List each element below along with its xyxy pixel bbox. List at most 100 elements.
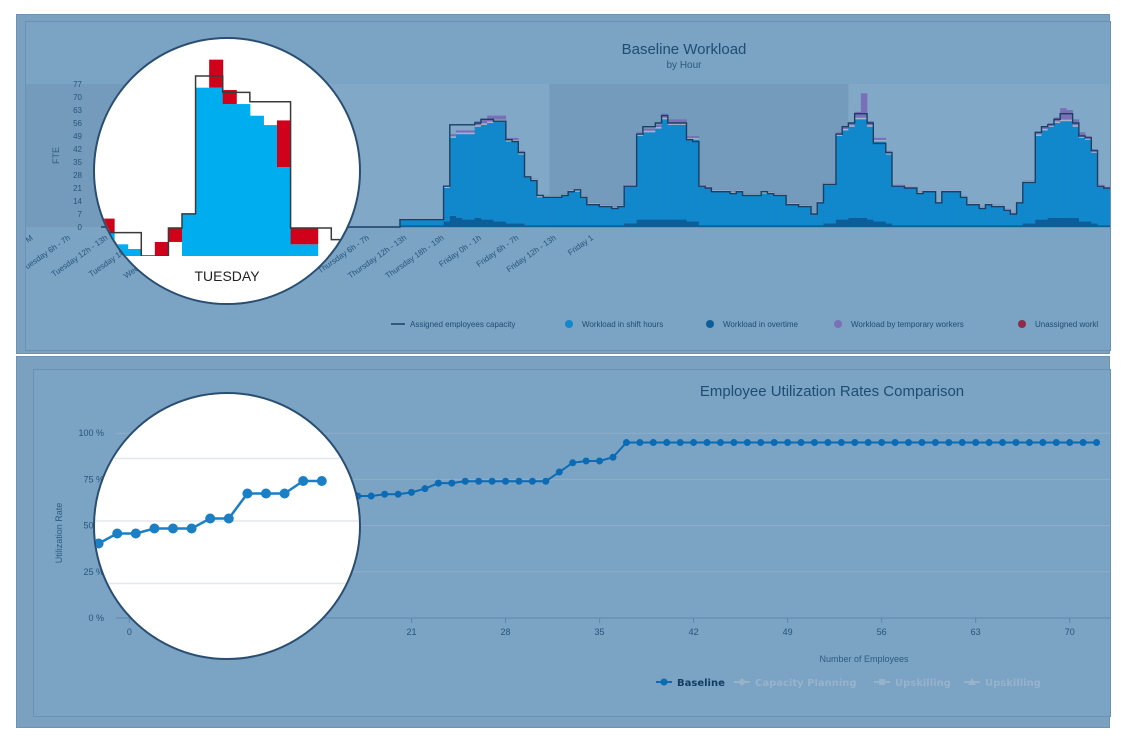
baseline-point (448, 479, 456, 487)
overtime-bar (972, 225, 980, 227)
workload-cap (848, 125, 855, 127)
workload-cap (723, 190, 731, 192)
overtime-bar (667, 219, 675, 227)
legend-label: Assigned employees capacity (410, 320, 515, 329)
legend-label: Upskilling (985, 678, 1041, 689)
legend-label: Baseline (677, 678, 725, 689)
shift-bar (1047, 126, 1055, 218)
shift-bar (549, 197, 556, 226)
workload-cap (1016, 201, 1024, 203)
shift-bar (823, 184, 831, 224)
workload-cap (948, 190, 955, 192)
shift-bar (935, 202, 943, 226)
workload-cap (829, 182, 837, 185)
workload-cap (910, 186, 918, 188)
shift-bar (898, 186, 905, 226)
y-tick-label: 25 % (83, 567, 104, 577)
baseline-point (622, 438, 630, 446)
overtime-bar (1022, 223, 1030, 227)
shift-bar (698, 186, 706, 226)
workload-cap (1072, 125, 1080, 127)
overtime-bar (742, 225, 750, 227)
utilization-legend[interactable]: Baseline Capacity Planning Upskilling Upski… (656, 678, 1041, 689)
workload-cap (767, 192, 774, 194)
y-tick-label: 77 (73, 80, 82, 89)
workload-cap (536, 195, 544, 198)
baseline-point (367, 492, 375, 500)
zoom-baseline-point (316, 476, 327, 486)
shift-bar (480, 124, 488, 220)
workload-cap (667, 123, 675, 125)
workload-cap (543, 195, 550, 198)
workload-cap (941, 190, 949, 192)
workload-cap (1029, 180, 1036, 183)
overtime-bar (885, 223, 893, 227)
y-tick-labels: 0 7 14 21 28 35 42 49 56 63 70 77 (73, 80, 82, 232)
shift-bar (561, 195, 569, 226)
workload-cap (530, 179, 538, 181)
zoom-unassigned-bar (209, 59, 224, 88)
workload-cap (468, 132, 476, 135)
zoom-capacity-line (95, 75, 359, 257)
workload-cap (561, 193, 569, 196)
workload-cap (692, 138, 700, 140)
temp-bar (867, 121, 874, 127)
overtime-bar (468, 219, 476, 227)
overtime-bar (736, 225, 743, 227)
temp-bar (667, 119, 675, 125)
shift-bar (1097, 186, 1105, 226)
workload-cap (599, 205, 606, 207)
shift-bar (1078, 137, 1086, 222)
workload-cap (835, 134, 843, 136)
workload-cap (680, 123, 687, 125)
baseline-point (515, 477, 523, 485)
shift-bar (736, 191, 743, 226)
y-tick-label: 21 (73, 184, 82, 193)
workload-cap (1060, 119, 1067, 122)
shift-bar (997, 206, 1005, 226)
workload-cap (611, 206, 619, 209)
overtime-bar (524, 225, 532, 227)
overtime-bar (1029, 223, 1036, 227)
shift-bar (599, 206, 606, 226)
workload-cap (817, 201, 824, 203)
chart-subtitle: by Hour (666, 60, 702, 71)
workload-cap (773, 193, 781, 196)
workload-cap (879, 140, 887, 142)
shift-bar (437, 219, 444, 226)
baseline-point (810, 438, 818, 446)
shift-bar (929, 191, 936, 226)
baseline-point (1012, 438, 1020, 446)
shift-bar (767, 193, 774, 226)
shift-bar (474, 126, 482, 218)
shift-bar (399, 219, 407, 226)
legend-label: Workload in shift hours (582, 320, 663, 329)
shift-bar (1072, 126, 1080, 218)
baseline-point (878, 438, 886, 446)
shift-bar (879, 141, 887, 222)
temp-bar (854, 111, 862, 120)
workload-cap (754, 193, 762, 196)
zoom-shift-bar (209, 87, 224, 256)
shift-bar (811, 214, 818, 226)
workload-cap (985, 203, 992, 205)
overtime-bar (823, 223, 831, 227)
zoom-shift-bar (222, 104, 237, 257)
overtime-bar (873, 221, 880, 227)
temp-bar (860, 93, 868, 120)
zoom-unassigned-bar (358, 239, 359, 254)
workload-cap (935, 201, 943, 203)
overtime-bar (580, 225, 588, 227)
zoom-shift-bar (236, 104, 251, 257)
overtime-bar (443, 221, 451, 227)
overtime-bar (811, 225, 818, 227)
baseline-point (824, 438, 832, 446)
shift-bar (1010, 214, 1017, 226)
legend-marker (968, 678, 976, 685)
overtime-bar (456, 217, 463, 227)
workload-cap (717, 190, 725, 192)
workload-legend[interactable]: Assigned employees capacity Workload in s… (391, 320, 1098, 329)
overtime-bar (512, 223, 519, 227)
zoom-baseline-point (168, 523, 178, 534)
workload-cap (624, 184, 631, 187)
